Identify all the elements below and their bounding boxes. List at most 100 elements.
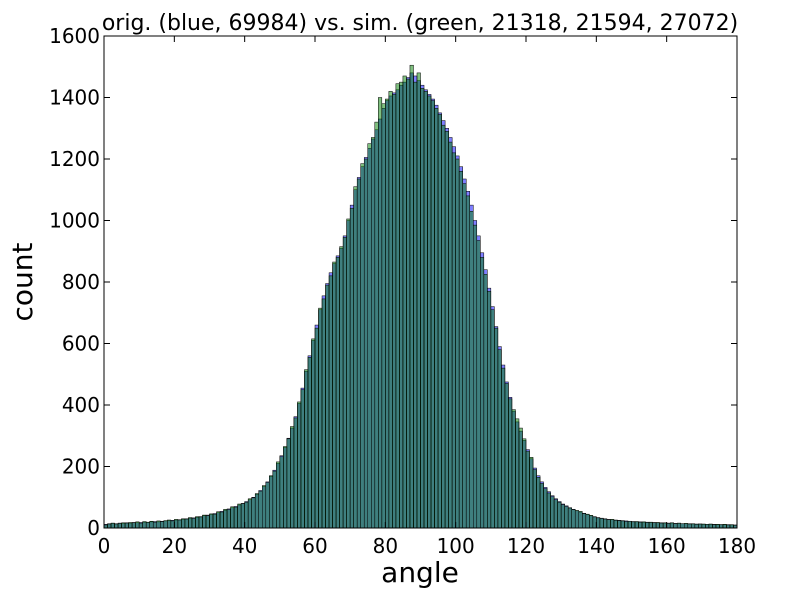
bar (497, 349, 502, 529)
bar (152, 521, 158, 529)
bar (272, 470, 277, 529)
bar (715, 524, 720, 529)
bar (286, 438, 291, 529)
y-tick-label: 1000 (49, 209, 100, 233)
bar (212, 513, 217, 529)
bar (314, 327, 319, 529)
bar (353, 186, 358, 529)
x-tick-label: 80 (373, 534, 398, 558)
x-tick-label: 0 (98, 534, 111, 558)
bar (342, 237, 347, 529)
bar (293, 417, 298, 529)
bar (188, 517, 193, 529)
bar (596, 517, 601, 529)
bar (430, 100, 435, 529)
bar (251, 497, 256, 529)
bar (191, 518, 196, 529)
bar (638, 521, 643, 529)
bar (508, 398, 513, 529)
bar (307, 357, 312, 529)
bar (645, 522, 650, 529)
bar (219, 511, 224, 529)
bar (367, 143, 372, 529)
y-tick-label: 1400 (49, 86, 100, 110)
bar (247, 498, 252, 529)
bar (684, 523, 689, 529)
bar (279, 456, 284, 529)
bar (465, 195, 470, 529)
bar (427, 95, 432, 529)
bar (680, 523, 685, 529)
bar (543, 488, 548, 529)
bar (363, 158, 369, 529)
bar (226, 509, 231, 529)
bar (691, 523, 696, 529)
bar (655, 522, 660, 529)
bar (300, 389, 305, 529)
bar (444, 131, 449, 529)
bar (265, 482, 270, 529)
bar (603, 518, 608, 529)
bar (107, 523, 112, 529)
bar (662, 522, 667, 529)
bar (254, 493, 259, 529)
bar (698, 523, 703, 529)
bar (458, 171, 463, 529)
bar (529, 457, 534, 529)
bar (124, 522, 129, 529)
bar (156, 520, 161, 529)
bar (374, 121, 379, 529)
bar (163, 520, 168, 529)
bar (233, 506, 238, 529)
bar (198, 516, 203, 529)
y-tick-label: 200 (62, 455, 100, 479)
bar (360, 163, 365, 529)
bar (395, 83, 400, 529)
bar (578, 511, 583, 529)
bar (620, 520, 625, 529)
bar (321, 298, 326, 529)
bar (138, 522, 143, 529)
bar (371, 137, 376, 529)
bar (416, 72, 421, 529)
bar (149, 520, 154, 529)
bar (480, 257, 485, 529)
bar (522, 438, 527, 529)
bar (634, 521, 639, 529)
bar (290, 426, 295, 529)
y-tick-label: 800 (62, 270, 100, 294)
bar (110, 522, 115, 529)
bar (205, 515, 210, 529)
bar (606, 519, 611, 529)
bar (574, 510, 580, 529)
bar (553, 499, 558, 529)
bar (624, 521, 629, 529)
bar (712, 524, 717, 529)
bar (131, 522, 136, 529)
bar (423, 91, 428, 529)
bar (641, 521, 646, 529)
bar (585, 513, 590, 529)
bar (399, 81, 404, 529)
bar (209, 513, 214, 529)
bar (455, 158, 460, 529)
bar (339, 246, 344, 529)
bar (557, 501, 562, 529)
bar (550, 496, 555, 529)
bar (349, 207, 354, 529)
x-tick-label: 100 (437, 534, 475, 558)
chart-title: orig. (blue, 69984) vs. sim. (green, 213… (102, 11, 738, 36)
bar (181, 518, 186, 529)
x-axis-label: angle (381, 556, 459, 589)
bar (476, 240, 481, 529)
bar (223, 508, 228, 529)
bar (469, 211, 474, 529)
bar (676, 522, 681, 529)
bar (592, 516, 597, 529)
bar (504, 383, 509, 529)
bar (216, 511, 221, 529)
bar (378, 97, 383, 529)
bar (473, 224, 478, 529)
bar (332, 261, 337, 529)
bar (283, 446, 288, 529)
